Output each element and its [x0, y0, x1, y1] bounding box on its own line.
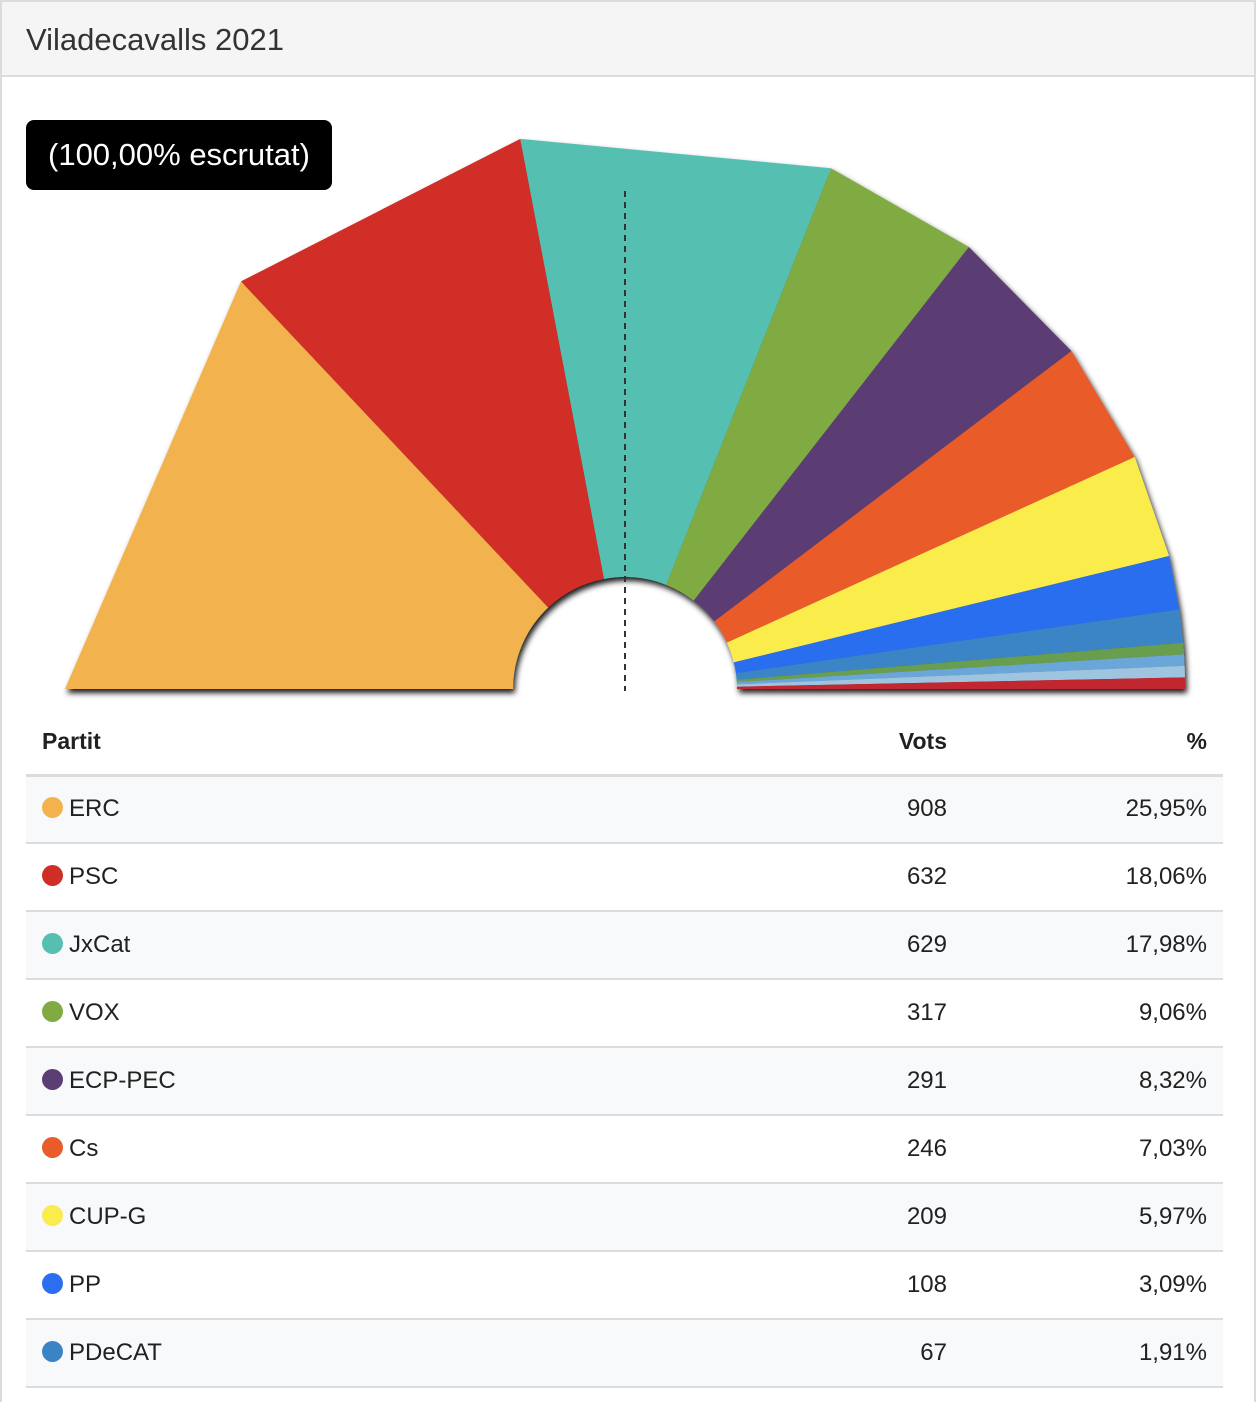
pct-cell: 17,98%: [963, 911, 1223, 980]
party-color-dot: [42, 933, 63, 955]
table-header-row: Partit Vots %: [26, 709, 1223, 777]
table-row: Cs 246 7,03%: [26, 1115, 1223, 1184]
header-votes: Vots: [763, 709, 963, 777]
slice-pp[interactable]: [733, 556, 1180, 674]
table-row: ECP-PEC 291 8,32%: [26, 1047, 1223, 1116]
party-cell: JxCat: [26, 911, 763, 980]
votes-cell: 209: [763, 1183, 963, 1252]
party-cell: ERC: [26, 775, 763, 844]
party-name: PDeCAT: [69, 1339, 162, 1366]
slice-pdecat[interactable]: [735, 609, 1184, 680]
slice-cs[interactable]: [714, 350, 1135, 643]
party-name: PSC: [69, 863, 119, 890]
party-name: JxCat: [69, 931, 131, 958]
party-name: VOX: [69, 999, 120, 1026]
party-color-dot: [42, 865, 63, 887]
slice-psc[interactable]: [241, 138, 605, 608]
scrutiny-badge: (100,00% escrutat): [26, 120, 332, 190]
party-name: Cs: [69, 1135, 99, 1162]
pct-cell: 1,91%: [963, 1319, 1223, 1388]
votes-cell: 108: [763, 1251, 963, 1320]
party-color-dot: [42, 1205, 63, 1227]
header-party: Partit: [26, 709, 763, 777]
votes-cell: 629: [763, 911, 963, 980]
pct-cell: 9,06%: [963, 979, 1223, 1048]
party-cell: Cs: [26, 1115, 763, 1184]
votes-cell: 246: [763, 1115, 963, 1184]
party-cell: PSC: [26, 843, 763, 912]
slice-other-3[interactable]: [736, 665, 1185, 687]
slice-other-2[interactable]: [736, 654, 1185, 685]
slice-other-4[interactable]: [736, 677, 1185, 689]
slice-cup-g[interactable]: [726, 456, 1169, 663]
hemicycle-chart: (100,00% escrutat): [2, 79, 1254, 709]
votes-cell: 317: [763, 979, 963, 1048]
pct-cell: 5,97%: [963, 1183, 1223, 1252]
hemicycle-svg: [65, 138, 1185, 691]
table-row: CUP-G 209 5,97%: [26, 1183, 1223, 1252]
party-color-dot: [42, 1069, 63, 1091]
votes-cell: 908: [763, 775, 963, 844]
pct-cell: 3,09%: [963, 1251, 1223, 1320]
party-cell: VOX: [26, 979, 763, 1048]
party-color-dot: [42, 1137, 63, 1159]
table-row: PDeCAT 67 1,91%: [26, 1319, 1223, 1388]
pct-cell: 25,95%: [963, 775, 1223, 844]
party-name: ECP-PEC: [69, 1067, 176, 1094]
pct-cell: 8,32%: [963, 1047, 1223, 1116]
party-cell: PP: [26, 1251, 763, 1320]
table-row: PSC 632 18,06%: [26, 843, 1223, 912]
party-cell: PDeCAT: [26, 1319, 763, 1388]
table-row: ERC 908 25,95%: [26, 775, 1223, 844]
pct-cell: 7,03%: [963, 1115, 1223, 1184]
party-color-dot: [42, 1273, 63, 1295]
header-pct: %: [963, 709, 1223, 777]
party-cell: CUP-G: [26, 1183, 763, 1252]
slice-ecp-pec[interactable]: [693, 247, 1072, 622]
party-color-dot: [42, 797, 63, 819]
party-name: PP: [69, 1271, 102, 1298]
party-name: CUP-G: [69, 1203, 147, 1230]
table-row: VOX 317 9,06%: [26, 979, 1223, 1048]
panel-title: Viladecavalls 2021: [2, 2, 1254, 77]
slice-erc[interactable]: [65, 281, 549, 689]
table-row: PP 108 3,09%: [26, 1251, 1223, 1320]
pct-cell: 18,06%: [963, 843, 1223, 912]
party-cell: ECP-PEC: [26, 1047, 763, 1116]
results-table: Partit Vots % ERC 908 25,95% PSC 632 18,06% Jx…: [26, 709, 1223, 1388]
votes-cell: 67: [763, 1319, 963, 1388]
slice-jxcat[interactable]: [520, 138, 831, 585]
votes-cell: 291: [763, 1047, 963, 1116]
party-color-dot: [42, 1001, 63, 1023]
votes-cell: 632: [763, 843, 963, 912]
slice-vox[interactable]: [666, 168, 969, 601]
party-name: ERC: [69, 795, 120, 823]
party-color-dot: [42, 1341, 63, 1363]
table-row: JxCat 629 17,98%: [26, 911, 1223, 980]
slice-other-1[interactable]: [736, 642, 1184, 683]
